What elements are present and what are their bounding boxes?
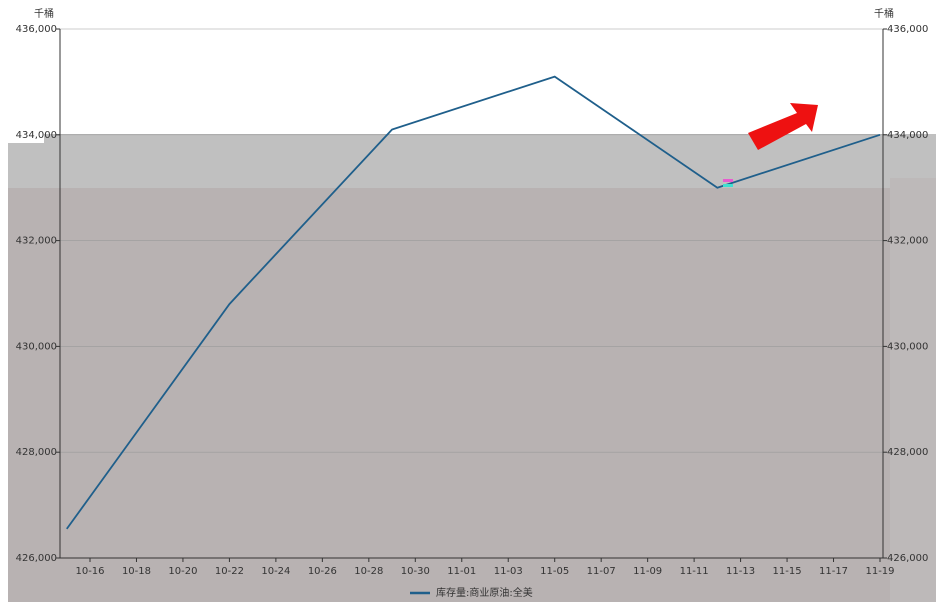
marker-cyan [723, 184, 733, 187]
y2-tick-label: 426,000 [887, 553, 928, 564]
y-tick-label: 426,000 [16, 553, 57, 564]
x-tick-label: 11-19 [865, 566, 894, 577]
red-arrow [748, 103, 818, 150]
series-line [66, 75, 881, 530]
x-tick-label: 10-24 [261, 566, 290, 577]
y-tick-label: 430,000 [16, 341, 57, 352]
x-tick-label: 10-18 [122, 566, 151, 577]
x-tick-label: 11-09 [633, 566, 662, 577]
y-tick-label: 428,000 [16, 447, 57, 458]
dim-overlay [8, 188, 890, 602]
x-tick-label: 11-15 [773, 566, 802, 577]
overlays [8, 134, 936, 602]
x-tick-label: 11-07 [587, 566, 616, 577]
x-tick-label: 11-17 [819, 566, 848, 577]
y-tick-label: 434,000 [16, 130, 57, 141]
y2-tick-label: 428,000 [887, 447, 928, 458]
x-tick-label: 10-26 [308, 566, 337, 577]
x-tick-label: 11-13 [726, 566, 755, 577]
y-tick-label: 436,000 [16, 24, 57, 35]
y2-tick-label: 434,000 [887, 130, 928, 141]
y-tick-label: 432,000 [16, 236, 57, 247]
dim-overlay [890, 178, 936, 602]
x-tick-label: 11-01 [447, 566, 476, 577]
x-tick-label: 10-30 [401, 566, 430, 577]
x-tick-label: 11-05 [540, 566, 569, 577]
y-unit: 千桶 [34, 7, 54, 20]
x-tick-label: 10-22 [215, 566, 244, 577]
y2-tick-label: 432,000 [887, 236, 928, 247]
y2-tick-label: 436,000 [887, 24, 928, 35]
x-tick-label: 10-16 [75, 566, 104, 577]
y2-tick-label: 430,000 [887, 341, 928, 352]
marker-magenta [723, 179, 733, 182]
x-tick-label: 10-20 [168, 566, 197, 577]
x-tick-label: 11-03 [494, 566, 523, 577]
x-tick-label: 10-28 [354, 566, 383, 577]
x-tick-label: 11-11 [680, 566, 709, 577]
legend-label: 库存量:商业原油:全美 [436, 586, 533, 599]
selection-overlay [8, 134, 936, 188]
y2-unit: 千桶 [874, 7, 894, 20]
